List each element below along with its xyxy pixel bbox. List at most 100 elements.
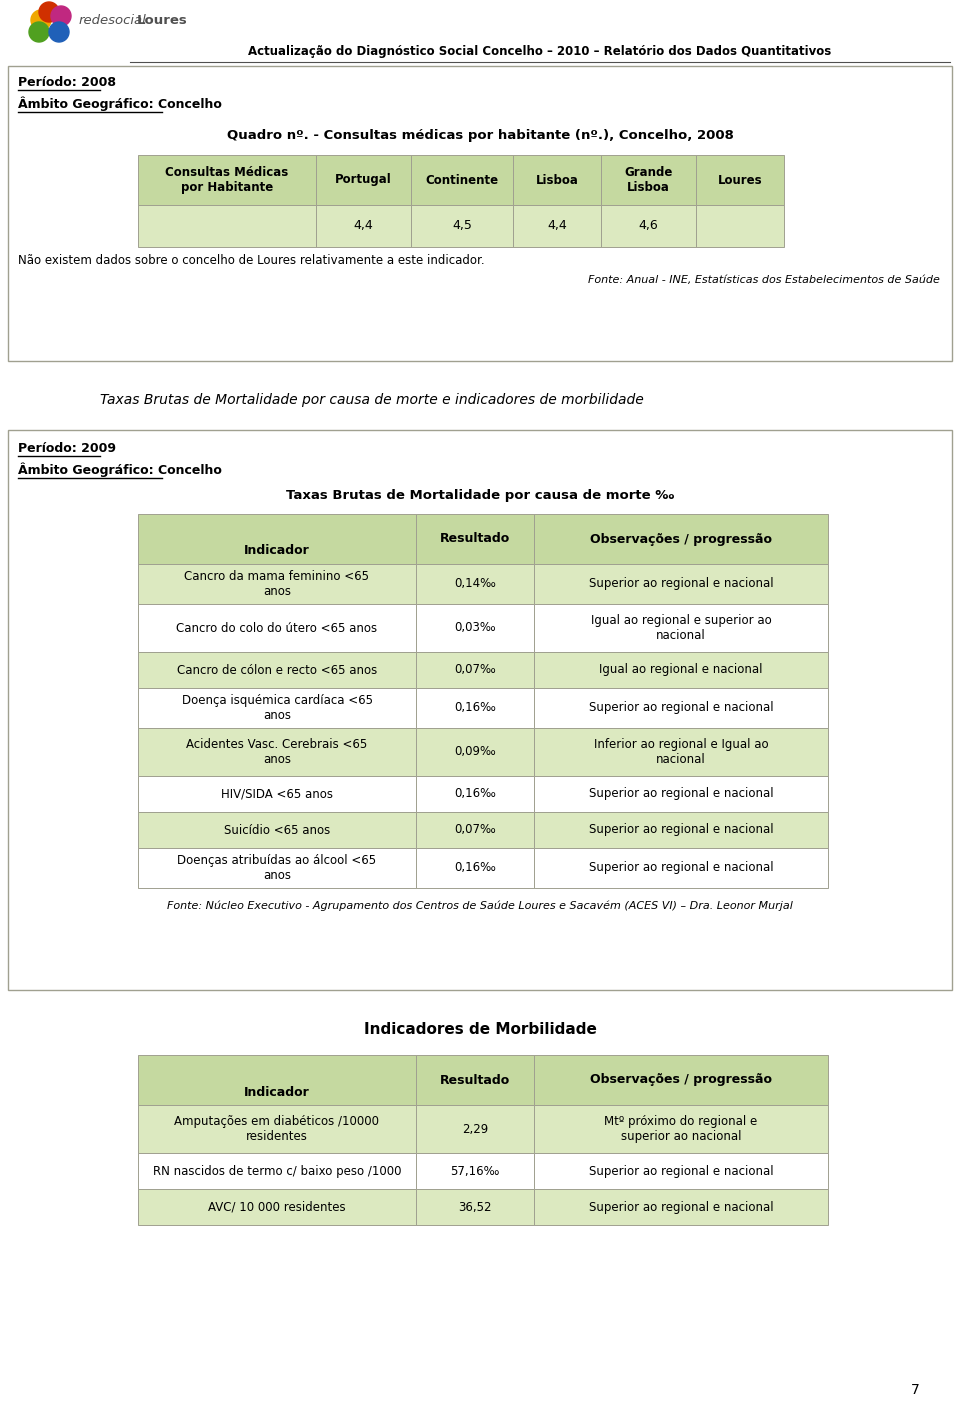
Text: Loures: Loures [137, 14, 188, 27]
Text: Indicador: Indicador [244, 1086, 310, 1099]
Circle shape [29, 23, 49, 42]
Bar [416, 515, 534, 564]
Bar [513, 205, 601, 247]
Bar [534, 1152, 828, 1189]
Text: Âmbito Geográfico: Concelho: Âmbito Geográfico: Concelho [18, 96, 222, 112]
Text: Cancro da mama feminino <65
anos: Cancro da mama feminino <65 anos [184, 570, 370, 598]
Bar [416, 776, 534, 812]
Text: Grande
Lisboa: Grande Lisboa [624, 165, 673, 194]
Text: Loures: Loures [718, 174, 762, 187]
Text: 0,14‰: 0,14‰ [454, 577, 496, 591]
Text: Período: 2009: Período: 2009 [18, 441, 116, 454]
Bar [138, 689, 416, 728]
Circle shape [31, 10, 51, 30]
Bar [534, 1189, 828, 1225]
Bar [138, 604, 416, 652]
Bar [534, 776, 828, 812]
Text: Observações / progressão: Observações / progressão [590, 1073, 772, 1086]
Text: AVC/ 10 000 residentes: AVC/ 10 000 residentes [208, 1200, 346, 1213]
Bar [138, 728, 416, 776]
Bar [696, 205, 784, 247]
Bar [316, 156, 411, 205]
Bar [138, 1189, 416, 1225]
Text: Amputações em diabéticos /10000
residentes: Amputações em diabéticos /10000 resident… [175, 1116, 379, 1143]
Circle shape [49, 23, 69, 42]
Text: redesocial: redesocial [79, 14, 147, 27]
Bar [138, 848, 416, 888]
Bar [138, 1104, 416, 1152]
Bar [138, 1055, 416, 1104]
Text: Superior ao regional e nacional: Superior ao regional e nacional [588, 861, 774, 874]
Text: Indicador: Indicador [244, 544, 310, 557]
Text: 0,16‰: 0,16‰ [454, 861, 496, 874]
Bar [534, 728, 828, 776]
Bar [534, 515, 828, 564]
Text: Continente: Continente [425, 174, 498, 187]
Text: Igual ao regional e nacional: Igual ao regional e nacional [599, 663, 763, 676]
Text: 36,52: 36,52 [458, 1200, 492, 1213]
Text: Superior ao regional e nacional: Superior ao regional e nacional [588, 1165, 774, 1178]
Bar [138, 776, 416, 812]
Text: 2,29: 2,29 [462, 1123, 488, 1135]
Bar [416, 728, 534, 776]
Text: 0,09‰: 0,09‰ [454, 745, 496, 758]
Text: 57,16‰: 57,16‰ [450, 1165, 500, 1178]
Bar [138, 812, 416, 848]
Text: Resultado: Resultado [440, 1073, 510, 1086]
Bar [534, 1055, 828, 1104]
Bar [8, 430, 952, 990]
Text: 4,5: 4,5 [452, 219, 472, 232]
Text: HIV/SIDA <65 anos: HIV/SIDA <65 anos [221, 788, 333, 800]
Text: Superior ao regional e nacional: Superior ao regional e nacional [588, 701, 774, 714]
Text: Superior ao regional e nacional: Superior ao regional e nacional [588, 1200, 774, 1213]
Bar [416, 1055, 534, 1104]
Text: Consultas Médicas
por Habitante: Consultas Médicas por Habitante [165, 165, 289, 194]
Bar [534, 652, 828, 689]
Text: Indicadores de Morbilidade: Indicadores de Morbilidade [364, 1022, 596, 1038]
Text: Cancro de cólon e recto <65 anos: Cancro de cólon e recto <65 anos [177, 663, 377, 676]
Bar [411, 205, 513, 247]
Text: Superior ao regional e nacional: Superior ao regional e nacional [588, 577, 774, 591]
Bar [138, 652, 416, 689]
Text: 0,07‰: 0,07‰ [454, 823, 496, 837]
Circle shape [39, 1, 59, 23]
Text: 4,4: 4,4 [353, 219, 373, 232]
Bar [138, 156, 316, 205]
Bar [534, 1104, 828, 1152]
Bar [416, 604, 534, 652]
Bar [138, 564, 416, 604]
Text: 7: 7 [911, 1383, 920, 1397]
Bar [416, 1152, 534, 1189]
Bar [8, 66, 952, 361]
Text: Cancro do colo do útero <65 anos: Cancro do colo do útero <65 anos [177, 622, 377, 635]
Text: Suicídio <65 anos: Suicídio <65 anos [224, 823, 330, 837]
Text: Superior ao regional e nacional: Superior ao regional e nacional [588, 823, 774, 837]
Bar [138, 205, 316, 247]
Text: 0,16‰: 0,16‰ [454, 788, 496, 800]
Text: Inferior ao regional e Igual ao
nacional: Inferior ao regional e Igual ao nacional [593, 738, 768, 766]
Bar [534, 812, 828, 848]
Text: Resultado: Resultado [440, 533, 510, 546]
Bar [411, 156, 513, 205]
Bar [138, 515, 416, 564]
Text: Lisboa: Lisboa [536, 174, 579, 187]
Text: Taxas Brutas de Mortalidade por causa de morte ‰: Taxas Brutas de Mortalidade por causa de… [286, 489, 674, 502]
Bar [513, 156, 601, 205]
Text: 0,07‰: 0,07‰ [454, 663, 496, 676]
Bar [316, 205, 411, 247]
Text: Doença isquémica cardíaca <65
anos: Doença isquémica cardíaca <65 anos [181, 694, 372, 723]
Bar [416, 689, 534, 728]
Bar [138, 1152, 416, 1189]
Text: Superior ao regional e nacional: Superior ao regional e nacional [588, 788, 774, 800]
Bar [601, 156, 696, 205]
Text: RN nascidos de termo c/ baixo peso /1000: RN nascidos de termo c/ baixo peso /1000 [153, 1165, 401, 1178]
Text: Observações / progressão: Observações / progressão [590, 533, 772, 546]
Bar [534, 689, 828, 728]
Text: Âmbito Geográfico: Concelho: Âmbito Geográfico: Concelho [18, 462, 222, 478]
Text: 0,03‰: 0,03‰ [454, 622, 495, 635]
Text: Portugal: Portugal [335, 174, 392, 187]
Text: Taxas Brutas de Mortalidade por causa de morte e indicadores de morbilidade: Taxas Brutas de Mortalidade por causa de… [100, 393, 644, 407]
Text: 4,6: 4,6 [638, 219, 659, 232]
Text: Actualização do Diagnóstico Social Concelho – 2010 – Relatório dos Dados Quantit: Actualização do Diagnóstico Social Conce… [249, 45, 831, 58]
Bar [534, 848, 828, 888]
